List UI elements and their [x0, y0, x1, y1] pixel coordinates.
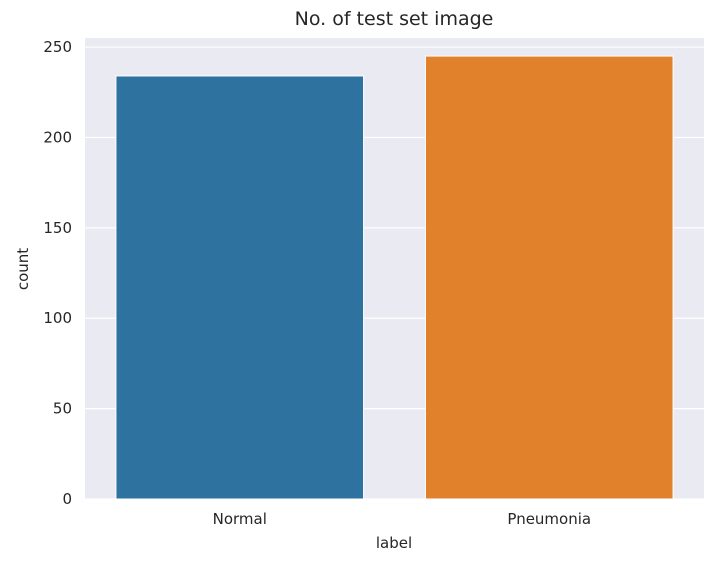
bar-pneumonia — [424, 55, 674, 500]
x-tick-label: Normal — [213, 510, 267, 528]
y-tick-label: 50 — [53, 400, 72, 418]
y-tick-label: 150 — [43, 219, 72, 237]
y-axis-ticks: 0 50 100 150 200 250 — [43, 38, 72, 508]
y-axis-label: count — [14, 248, 32, 290]
chart-title: No. of test set image — [295, 8, 494, 30]
bars — [115, 55, 674, 500]
y-tick-label: 200 — [43, 128, 72, 146]
x-axis-ticks: Normal Pneumonia — [213, 510, 591, 528]
x-tick-label: Pneumonia — [507, 510, 591, 528]
x-axis-label: label — [376, 534, 412, 552]
y-tick-label: 250 — [43, 38, 72, 56]
y-tick-label: 100 — [43, 309, 72, 327]
y-tick-label: 0 — [62, 490, 72, 508]
bar-normal — [115, 75, 365, 500]
